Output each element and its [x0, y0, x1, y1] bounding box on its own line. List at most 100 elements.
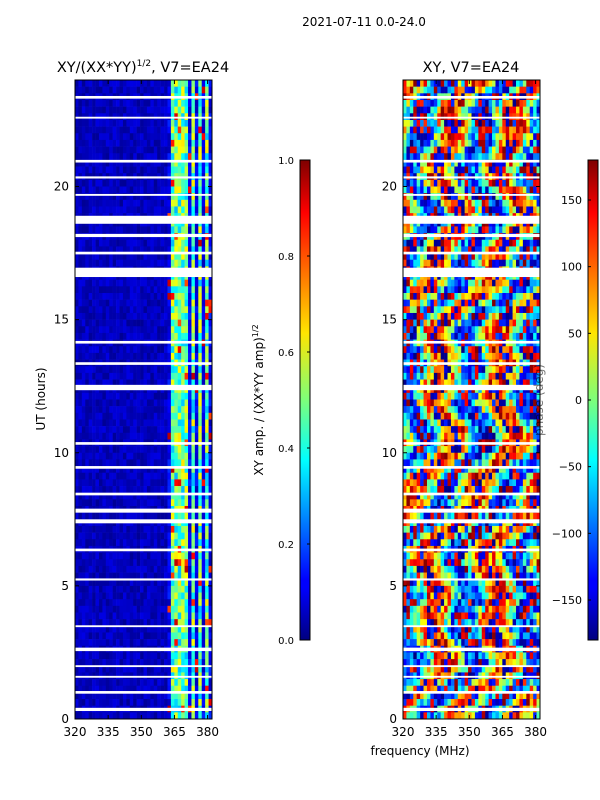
phase-cell [495, 80, 500, 87]
amplitude-cell [184, 80, 189, 87]
amplitude-cell [170, 612, 175, 620]
amplitude-cell [150, 432, 155, 440]
amplitude-cell [119, 306, 124, 314]
amplitude-cell [205, 193, 209, 201]
amplitude-cell [109, 406, 113, 414]
amplitude-cell [198, 80, 203, 87]
amplitude-cell [170, 665, 175, 673]
phase-cell [536, 179, 540, 187]
amplitude-cell [194, 632, 199, 640]
amplitude-cell [105, 159, 110, 167]
amplitude-cell [81, 86, 86, 94]
amplitude-cell [174, 193, 179, 201]
phase-cell [522, 193, 527, 201]
amplitude-cell [181, 659, 185, 667]
amplitude-cell [133, 146, 137, 154]
left-y-tick-label: 0 [61, 712, 69, 726]
phase-cell [423, 126, 428, 134]
amplitude-cell [164, 565, 168, 573]
amplitude-cell [170, 659, 175, 667]
amplitude-cell [177, 193, 182, 201]
amplitude-cell [143, 452, 148, 460]
amplitude-cell [201, 419, 206, 427]
amplitude-cell [177, 99, 182, 107]
phase-cell [464, 186, 469, 194]
phase-cell [468, 206, 472, 214]
phase-cell [403, 99, 407, 107]
amplitude-cell [164, 539, 168, 547]
amplitude-cell [194, 552, 199, 560]
amplitude-cell [198, 399, 203, 407]
amplitude-cell [116, 552, 120, 560]
amplitude-cell [194, 279, 199, 287]
amplitude-cell [184, 186, 189, 194]
amplitude-cell [170, 466, 175, 474]
amplitude-cell [150, 605, 155, 613]
amplitude-cell [167, 293, 172, 300]
amplitude-cell [164, 685, 168, 693]
amplitude-cell [105, 133, 110, 141]
amplitude-cell [167, 206, 172, 214]
amplitude-cell [78, 532, 83, 540]
amplitude-cell [122, 699, 127, 706]
amplitude-cell [112, 539, 117, 547]
amplitude-cell [205, 346, 209, 354]
amplitude-cell [157, 186, 161, 194]
amplitude-cell [198, 319, 203, 327]
phase-cell [430, 193, 435, 201]
amplitude-cell [177, 326, 182, 334]
amplitude-cell [146, 565, 151, 573]
amplitude-cell [109, 472, 113, 480]
phase-cell [495, 146, 500, 154]
phase-cell [495, 239, 500, 247]
phase-cell [485, 179, 489, 187]
amplitude-cell [129, 659, 134, 667]
phase-cell [444, 253, 448, 261]
amplitude-cell [95, 692, 100, 700]
amplitude-cell [157, 372, 161, 380]
phase-cell [413, 179, 417, 187]
amplitude-cell [105, 619, 110, 627]
amplitude-cell [136, 299, 141, 307]
amplitude-cell [205, 199, 209, 207]
amplitude-cell [194, 512, 199, 520]
phase-cell [403, 153, 407, 161]
amplitude-cell [181, 539, 185, 547]
phase-cell [457, 186, 462, 194]
amplitude-cell [188, 579, 192, 587]
phase-cell [512, 106, 517, 114]
amplitude-cell [119, 652, 124, 660]
phase-cell [519, 166, 524, 174]
phase-cell [433, 133, 438, 141]
amplitude-cell [109, 306, 113, 314]
phase-cell [502, 166, 507, 174]
left-title-sup: 1/2 [137, 59, 151, 69]
amplitude-cell [102, 286, 107, 294]
amplitude-cbar-tick-label: 0.8 [278, 252, 294, 263]
amplitude-cell [143, 326, 148, 334]
amplitude-cell [136, 612, 141, 620]
phase-cell [536, 206, 540, 214]
amplitude-cell [177, 712, 182, 719]
phase-cell [426, 193, 431, 201]
amplitude-cell [112, 679, 117, 687]
amplitude-cell [112, 226, 117, 234]
phase-cell [457, 226, 462, 234]
amplitude-cell [81, 159, 86, 167]
phase-cell [426, 133, 431, 141]
amplitude-cell [194, 86, 199, 94]
amplitude-cell [102, 312, 107, 320]
amplitude-cell [170, 332, 175, 340]
phase-cell [536, 226, 540, 234]
amplitude-cell [160, 379, 165, 387]
phase-cell [426, 206, 431, 214]
amplitude-cell [88, 459, 93, 467]
amplitude-cell [146, 99, 151, 107]
amplitude-cell [150, 612, 155, 620]
amplitude-cell [105, 286, 110, 294]
amplitude-cell [136, 472, 141, 480]
amplitude-cell [129, 679, 134, 687]
amplitude-cell [153, 699, 158, 706]
phase-cell [481, 186, 486, 194]
amplitude-cell [205, 712, 209, 719]
